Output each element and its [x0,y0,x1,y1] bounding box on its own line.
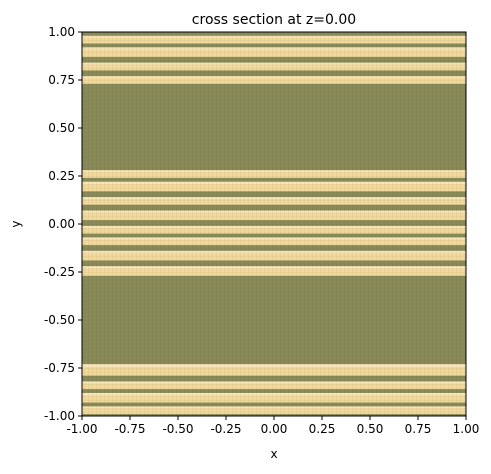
y-tick-label: -1.00 [44,409,75,423]
x-tick-label: 1.00 [453,422,480,436]
chart-title: cross section at z=0.00 [192,12,356,28]
x-tick-label: 0.50 [357,422,384,436]
y-axis: -1.00 -0.75 -0.50 -0.25 0.00 0.25 0.50 0.75 1.00 [44,25,82,423]
x-tick-label: 0.75 [405,422,432,436]
y-axis-label: y [9,220,23,227]
y-tick-label: -0.75 [44,361,75,375]
y-tick-label: 0.25 [48,169,75,183]
y-tick-label: 0.00 [48,217,75,231]
y-tick-label: -0.25 [44,265,75,279]
x-tick-label: -1.00 [66,422,97,436]
x-tick-label: 0.00 [261,422,288,436]
y-tick-label: -0.50 [44,313,75,327]
y-tick-label: 0.75 [48,73,75,87]
x-tick-label: 0.25 [309,422,336,436]
plot-area [82,32,466,416]
x-axis: -1.00 -0.75 -0.50 -0.25 0.00 0.25 0.50 0.75 1.00 [66,416,479,436]
x-axis-label: x [270,447,277,461]
y-tick-label: 1.00 [48,25,75,39]
y-tick-label: 0.50 [48,121,75,135]
x-tick-label: -0.75 [114,422,145,436]
heatmap-grid-texture [82,32,466,416]
x-tick-label: -0.50 [162,422,193,436]
x-tick-label: -0.25 [210,422,241,436]
